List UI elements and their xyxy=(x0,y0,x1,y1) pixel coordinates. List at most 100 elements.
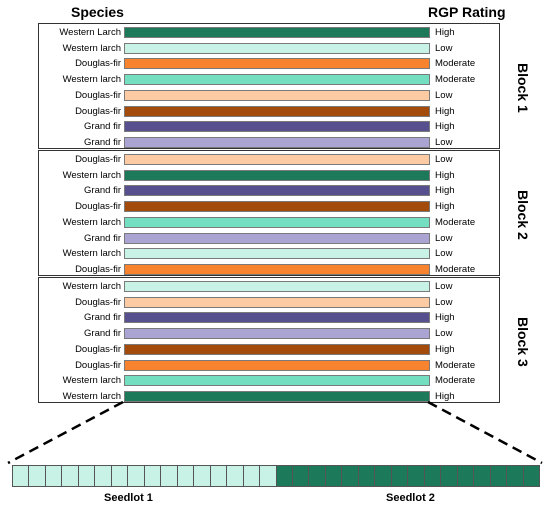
species-label: Western larch xyxy=(62,375,121,387)
species-label: Douglas-fir xyxy=(75,263,121,275)
species-label: Douglas-fir xyxy=(75,154,121,165)
seedling-bar xyxy=(124,375,430,387)
block-3-row: Douglas-fir Low xyxy=(39,295,501,311)
zoom-line-right xyxy=(427,400,543,465)
block-3-row: Western larch Moderate xyxy=(39,373,501,389)
rgp-rating-label: Moderate xyxy=(435,375,476,387)
rgp-rating-label: Moderate xyxy=(435,216,476,228)
seedling-bar xyxy=(124,232,430,244)
block-3-row: Grand fir High xyxy=(39,310,501,326)
seedling-bar xyxy=(124,58,430,70)
seedling-bar xyxy=(124,296,430,308)
seedlot-1-cell xyxy=(111,466,129,486)
seedlot-2-cell xyxy=(408,466,425,486)
species-label: Douglas-fir xyxy=(75,105,121,117)
rgp-rating-label: Low xyxy=(435,89,453,101)
block-1-row: Grand fir High xyxy=(39,119,501,135)
block-2-row: Douglas-fir Moderate xyxy=(39,262,501,278)
species-label: Douglas-fir xyxy=(75,343,121,355)
seedlot-2-cell xyxy=(507,466,524,486)
seedlot-1-cell xyxy=(161,466,178,486)
species-label: Douglas-fir xyxy=(75,58,121,70)
rgp-rating-label: High xyxy=(435,105,455,117)
seedling-bar xyxy=(124,390,430,402)
seedling-bar xyxy=(124,185,430,197)
rgp-rating-label: Low xyxy=(435,328,453,340)
seedlot-1-cell xyxy=(144,466,162,486)
seedling-bar xyxy=(124,201,430,213)
rgp-rating-label: Moderate xyxy=(435,74,476,86)
seedlot-1-cell xyxy=(13,466,30,486)
block-1-row: Douglas-fir Moderate xyxy=(39,56,501,72)
seedlot-2-cell xyxy=(342,466,359,486)
species-label: Western larch xyxy=(62,216,121,228)
rgp-rating-label: High xyxy=(435,185,455,197)
block-3-row: Douglas-fir Moderate xyxy=(39,358,501,374)
block-1-row: Grand fir Low xyxy=(39,135,501,151)
block-2-row: Western larch High xyxy=(39,168,501,184)
seedlot-2-cell xyxy=(523,466,539,486)
species-label: Grand fir xyxy=(84,121,121,133)
seedlot-1-cell xyxy=(227,466,244,486)
species-label: Douglas-fir xyxy=(75,359,121,371)
species-label: Douglas-fir xyxy=(75,201,121,213)
species-label: Western larch xyxy=(62,74,121,86)
seedlot-2-cell xyxy=(375,466,392,486)
species-label: Douglas-fir xyxy=(75,89,121,101)
seedlot-2-cell xyxy=(474,466,491,486)
rgp-rating-label: Moderate xyxy=(435,263,476,275)
seedlot-2-cell xyxy=(457,466,475,486)
seedlot-1-cell xyxy=(78,466,96,486)
seedling-bar xyxy=(124,312,430,324)
block-2-row: Grand fir Low xyxy=(39,231,501,247)
species-label: Western larch xyxy=(62,281,121,292)
seedling-bar xyxy=(124,343,430,355)
block-3-row: Western larch Low xyxy=(39,279,501,295)
seedling-bar xyxy=(124,74,430,86)
rgp-rating-label: Moderate xyxy=(435,359,476,371)
seedlot-2-cell xyxy=(441,466,458,486)
species-label: Western larch xyxy=(62,169,121,181)
seedling-bar xyxy=(124,136,430,148)
rgp-rating-label: High xyxy=(435,343,455,355)
rgp-rating-label: Low xyxy=(435,136,453,148)
zoom-line-left xyxy=(7,400,124,465)
block-1-row: Douglas-fir High xyxy=(39,104,501,120)
seedlot-2-cell xyxy=(325,466,343,486)
species-label: Grand fir xyxy=(84,232,121,244)
seedlot-2-cell xyxy=(276,466,293,486)
seedlot-2-cell xyxy=(358,466,376,486)
rgp-rating-label: Low xyxy=(435,154,453,165)
block-2-row: Grand fir High xyxy=(39,183,501,199)
species-label: Western larch xyxy=(62,248,121,260)
block-1-row: Western larch Moderate xyxy=(39,72,501,88)
block-1: Western Larch High Western larch Low Douglas… xyxy=(38,23,500,149)
rgp-rating-label: Low xyxy=(435,281,453,292)
seedling-bar xyxy=(124,281,430,292)
species-label: Western Larch xyxy=(59,27,121,38)
rgp-rating-label: High xyxy=(435,169,455,181)
rgp-rating-label: High xyxy=(435,27,455,38)
seedlot-strip xyxy=(12,465,540,487)
seedlot-1-cell xyxy=(62,466,79,486)
rgp-rating-label: High xyxy=(435,121,455,133)
block-1-row: Douglas-fir Low xyxy=(39,88,501,104)
species-label: Western larch xyxy=(62,390,121,402)
species-label: Grand fir xyxy=(84,312,121,324)
block-3-row: Douglas-fir High xyxy=(39,342,501,358)
seedlot-1-cell xyxy=(210,466,228,486)
seedling-bar xyxy=(124,248,430,260)
seedling-bar xyxy=(124,154,430,165)
species-label: Grand fir xyxy=(84,136,121,148)
block-1-row: Western larch Low xyxy=(39,41,501,57)
species-label: Douglas-fir xyxy=(75,296,121,308)
seedlot-2-cell xyxy=(292,466,310,486)
seedlot-1-cell xyxy=(45,466,63,486)
block-3-row: Grand fir Low xyxy=(39,326,501,342)
seedlot-1-cell xyxy=(177,466,195,486)
rgp-rating-label: Low xyxy=(435,248,453,260)
seedlot-2-label: Seedlot 2 xyxy=(386,492,435,504)
seedlot-1-cell xyxy=(95,466,112,486)
seedling-bar xyxy=(124,89,430,101)
block-2-row: Douglas-fir Low xyxy=(39,152,501,168)
